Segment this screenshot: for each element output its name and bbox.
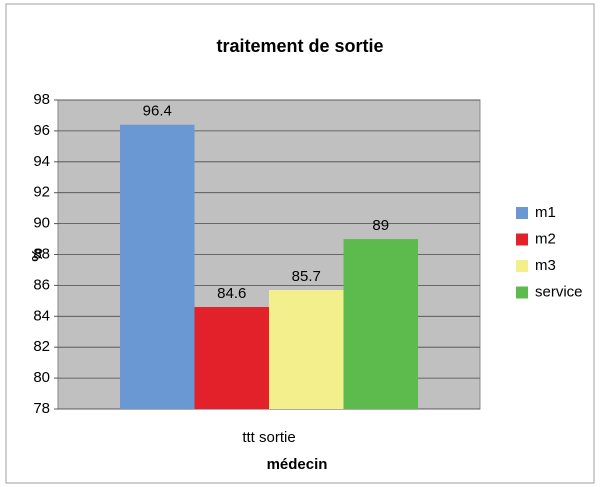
- y-tick-label: 94: [33, 153, 50, 170]
- y-tick-label: 80: [33, 369, 50, 386]
- y-tick-label: 98: [33, 91, 50, 108]
- y-tick-label: 82: [33, 338, 50, 355]
- y-tick-label: 88: [33, 245, 50, 262]
- data-label: 85.7: [292, 268, 321, 285]
- data-label: 89: [372, 217, 389, 234]
- legend-label: m1: [535, 204, 556, 221]
- legend-swatch: [516, 260, 528, 272]
- legend-swatch: [516, 286, 528, 299]
- y-tick-label: 90: [33, 215, 50, 232]
- bar: [194, 307, 269, 409]
- legend-label: m2: [535, 230, 556, 247]
- y-tick-label: 96: [33, 122, 50, 139]
- legend-swatch: [516, 207, 528, 219]
- legend-swatch: [516, 233, 528, 246]
- data-label: 96.4: [143, 103, 172, 120]
- y-axis-label: %: [29, 248, 46, 261]
- legend-label: service: [535, 283, 583, 300]
- y-tick-label: 86: [33, 276, 50, 293]
- x-axis-label: médecin: [267, 456, 328, 473]
- bar: [343, 239, 418, 409]
- legend-label: m3: [535, 257, 556, 274]
- y-tick-label: 84: [33, 307, 50, 324]
- y-tick-label: 78: [33, 400, 50, 417]
- bar: [269, 290, 344, 409]
- x-tick-label: ttt sortie: [242, 429, 295, 446]
- data-label: 84.6: [217, 285, 246, 302]
- bar: [120, 124, 195, 409]
- chart-title: traitement de sortie: [216, 36, 383, 56]
- y-tick-label: 92: [33, 184, 50, 201]
